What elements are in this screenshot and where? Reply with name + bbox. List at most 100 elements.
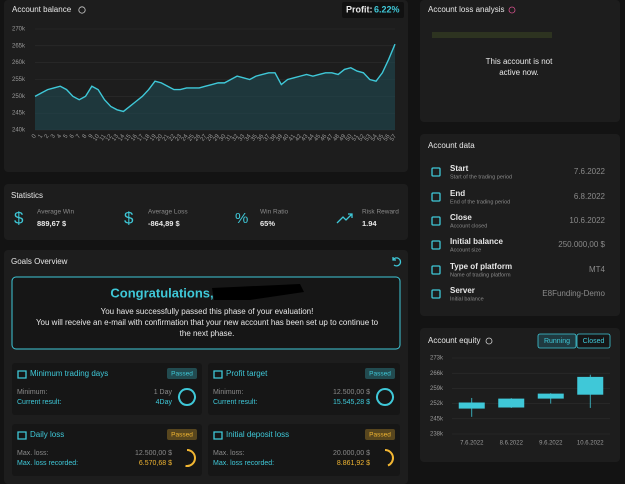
y-tick-label: 265k xyxy=(12,43,26,49)
tab-running[interactable] xyxy=(537,333,577,349)
status-label: Passed xyxy=(171,432,193,439)
panel-title: Account balance xyxy=(12,5,72,14)
profit-value: 6.22% xyxy=(374,4,400,14)
tab-closed[interactable] xyxy=(576,333,611,349)
stat-label: Average Loss xyxy=(148,209,188,216)
status-badge xyxy=(167,429,197,440)
goal-icon xyxy=(17,431,27,440)
stat-icon: $ xyxy=(14,208,24,227)
row-sub: Account closed xyxy=(450,223,487,229)
goal-icon xyxy=(213,370,223,379)
balance-area xyxy=(35,44,395,130)
status-label: Passed xyxy=(369,371,391,378)
goal-card xyxy=(208,363,400,415)
row-sub: Name of trading platform xyxy=(450,272,511,278)
row-icon xyxy=(431,265,441,275)
x-tick-label: 19 xyxy=(149,133,158,142)
x-tick-label: 27 xyxy=(200,133,209,142)
x-tick-label: 25 xyxy=(187,133,196,142)
tab-label[interactable]: Running xyxy=(544,338,570,345)
row-value: 10.6.2022 xyxy=(569,216,605,225)
goal-value: 15.545,28 $ xyxy=(333,399,370,406)
panel-title: Account data xyxy=(428,141,475,150)
row-sub: Account size xyxy=(450,247,481,253)
x-tick-label: 8.6.2022 xyxy=(500,441,524,447)
row-name: Start xyxy=(450,164,469,173)
x-tick-label: 30 xyxy=(219,133,228,142)
congrats-line: You will receive an e-mail with confirma… xyxy=(36,318,379,327)
stat-label: Risk Reward xyxy=(362,209,399,216)
status-badge xyxy=(365,368,395,379)
goal-label: Max. loss recorded: xyxy=(213,460,274,467)
stat-value: 65% xyxy=(260,219,275,228)
row-icon xyxy=(431,192,441,202)
goal-value: 4Day xyxy=(156,399,173,406)
info-icon[interactable] xyxy=(78,6,86,14)
goal-title: Initial deposit loss xyxy=(226,430,289,439)
x-tick-label: 21 xyxy=(162,133,171,142)
y-tick-label: 250k xyxy=(12,94,26,100)
goal-card xyxy=(12,363,202,415)
goal-card xyxy=(208,424,400,476)
info-icon[interactable] xyxy=(485,337,493,345)
tab-label[interactable]: Closed xyxy=(583,338,605,345)
x-tick-label: 11 xyxy=(99,133,108,142)
y-tick-label: 260k xyxy=(12,60,26,66)
x-tick-label: 12 xyxy=(105,133,114,142)
y-tick-label: 255k xyxy=(12,77,26,83)
x-tick-label: 20 xyxy=(155,133,164,142)
goal-card xyxy=(12,424,202,476)
x-tick-label: 8 xyxy=(82,133,89,140)
row-sub: Initial balance xyxy=(450,296,484,302)
row-sub: End of the trading period xyxy=(450,199,510,205)
x-tick-label: 13 xyxy=(111,133,120,142)
stat-value: -864,89 $ xyxy=(148,219,181,228)
x-tick-label: 37 xyxy=(263,133,272,142)
progress-ring xyxy=(178,388,196,406)
goal-value: 12.500,00 $ xyxy=(333,389,370,396)
x-tick-label: 35 xyxy=(250,133,259,142)
row-sub: Start of the trading period xyxy=(450,174,512,180)
stat-icon: % xyxy=(235,210,248,227)
y-tick-label: 266k xyxy=(430,371,444,377)
row-value: MT4 xyxy=(589,265,606,274)
stat-icon xyxy=(336,213,353,224)
x-tick-label: 43 xyxy=(301,133,310,142)
x-tick-label: 14 xyxy=(118,133,127,142)
x-tick-label: 56 xyxy=(383,133,392,142)
x-tick-label: 29 xyxy=(212,133,221,142)
x-tick-label: 38 xyxy=(269,133,278,142)
account-data-panel xyxy=(420,134,620,316)
status-badge xyxy=(167,368,197,379)
congrats-line: You have successfully passed this phase … xyxy=(101,307,314,316)
x-tick-label: 57 xyxy=(389,133,398,142)
goal-label: Current result: xyxy=(17,399,61,406)
x-tick-label: 49 xyxy=(339,133,348,142)
y-tick-label: 238k xyxy=(430,432,444,438)
status-badge xyxy=(365,429,395,440)
goal-label: Minimum: xyxy=(213,389,243,396)
goal-value: 1 Day xyxy=(154,389,173,396)
x-tick-label: 45 xyxy=(313,133,322,142)
goal-title: Profit target xyxy=(226,369,268,378)
row-name: End xyxy=(450,189,465,198)
info-icon[interactable] xyxy=(508,6,516,14)
x-tick-label: 0 xyxy=(31,133,38,140)
x-tick-label: 6 xyxy=(69,133,76,140)
x-tick-label: 4 xyxy=(56,133,63,140)
goal-value: 6.570,68 $ xyxy=(139,460,172,467)
goal-label: Current result: xyxy=(213,399,257,406)
x-tick-label: 51 xyxy=(351,133,360,142)
panel-title: Goals Overview xyxy=(11,257,68,266)
goal-title: Daily loss xyxy=(30,430,64,439)
y-tick-label: 245k xyxy=(430,416,444,422)
x-tick-label: 28 xyxy=(206,133,215,142)
row-name: Close xyxy=(450,213,472,222)
refresh-icon[interactable] xyxy=(392,257,402,267)
x-tick-label: 48 xyxy=(332,133,341,142)
goal-title: Minimum trading days xyxy=(30,369,108,378)
profit-label: Profit: xyxy=(346,4,373,14)
